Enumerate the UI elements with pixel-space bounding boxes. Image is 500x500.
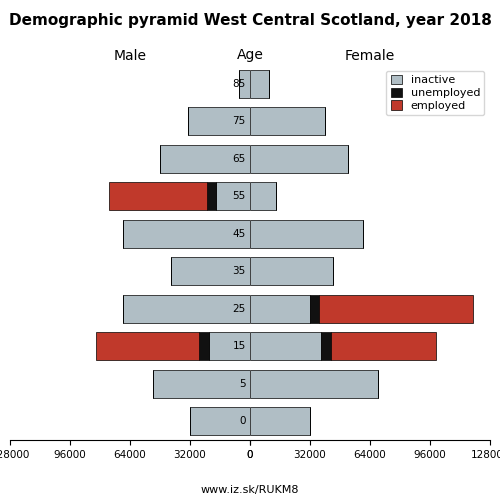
Text: 0: 0 bbox=[240, 416, 246, 426]
Text: 55: 55 bbox=[232, 191, 246, 201]
Text: Female: Female bbox=[345, 48, 395, 62]
Text: 45: 45 bbox=[232, 229, 246, 239]
Bar bbox=[209, 332, 250, 360]
Bar bbox=[250, 407, 310, 436]
Bar bbox=[250, 332, 321, 360]
Bar bbox=[321, 332, 330, 360]
Bar bbox=[216, 182, 250, 210]
Text: 25: 25 bbox=[232, 304, 246, 314]
Bar bbox=[110, 182, 207, 210]
Text: Age: Age bbox=[236, 48, 264, 62]
Bar bbox=[200, 332, 209, 360]
Bar bbox=[160, 144, 250, 173]
Bar bbox=[122, 220, 250, 248]
Text: 85: 85 bbox=[232, 78, 246, 89]
Legend: inactive, unemployed, employed: inactive, unemployed, employed bbox=[386, 70, 484, 115]
Text: 65: 65 bbox=[232, 154, 246, 164]
Text: 75: 75 bbox=[232, 116, 246, 126]
Text: www.iz.sk/RUKM8: www.iz.sk/RUKM8 bbox=[201, 485, 299, 495]
Bar bbox=[188, 107, 250, 136]
Text: Demographic pyramid West Central Scotland, year 2018: Demographic pyramid West Central Scotlan… bbox=[8, 12, 492, 28]
Bar bbox=[171, 257, 250, 286]
Bar bbox=[250, 294, 310, 323]
Bar bbox=[250, 144, 348, 173]
Bar bbox=[250, 220, 362, 248]
Bar bbox=[152, 370, 250, 398]
Bar bbox=[310, 294, 320, 323]
Bar bbox=[250, 107, 325, 136]
Bar bbox=[250, 70, 269, 98]
Text: 35: 35 bbox=[232, 266, 246, 276]
Bar bbox=[320, 294, 473, 323]
Bar bbox=[190, 407, 250, 436]
Bar bbox=[207, 182, 216, 210]
Text: 15: 15 bbox=[232, 341, 246, 351]
Bar bbox=[250, 182, 276, 210]
Bar bbox=[239, 70, 250, 98]
Bar bbox=[122, 294, 250, 323]
Bar bbox=[250, 257, 332, 286]
Bar bbox=[330, 332, 436, 360]
Bar bbox=[96, 332, 200, 360]
Text: 5: 5 bbox=[239, 379, 246, 389]
Bar bbox=[250, 370, 378, 398]
Text: Male: Male bbox=[114, 48, 146, 62]
